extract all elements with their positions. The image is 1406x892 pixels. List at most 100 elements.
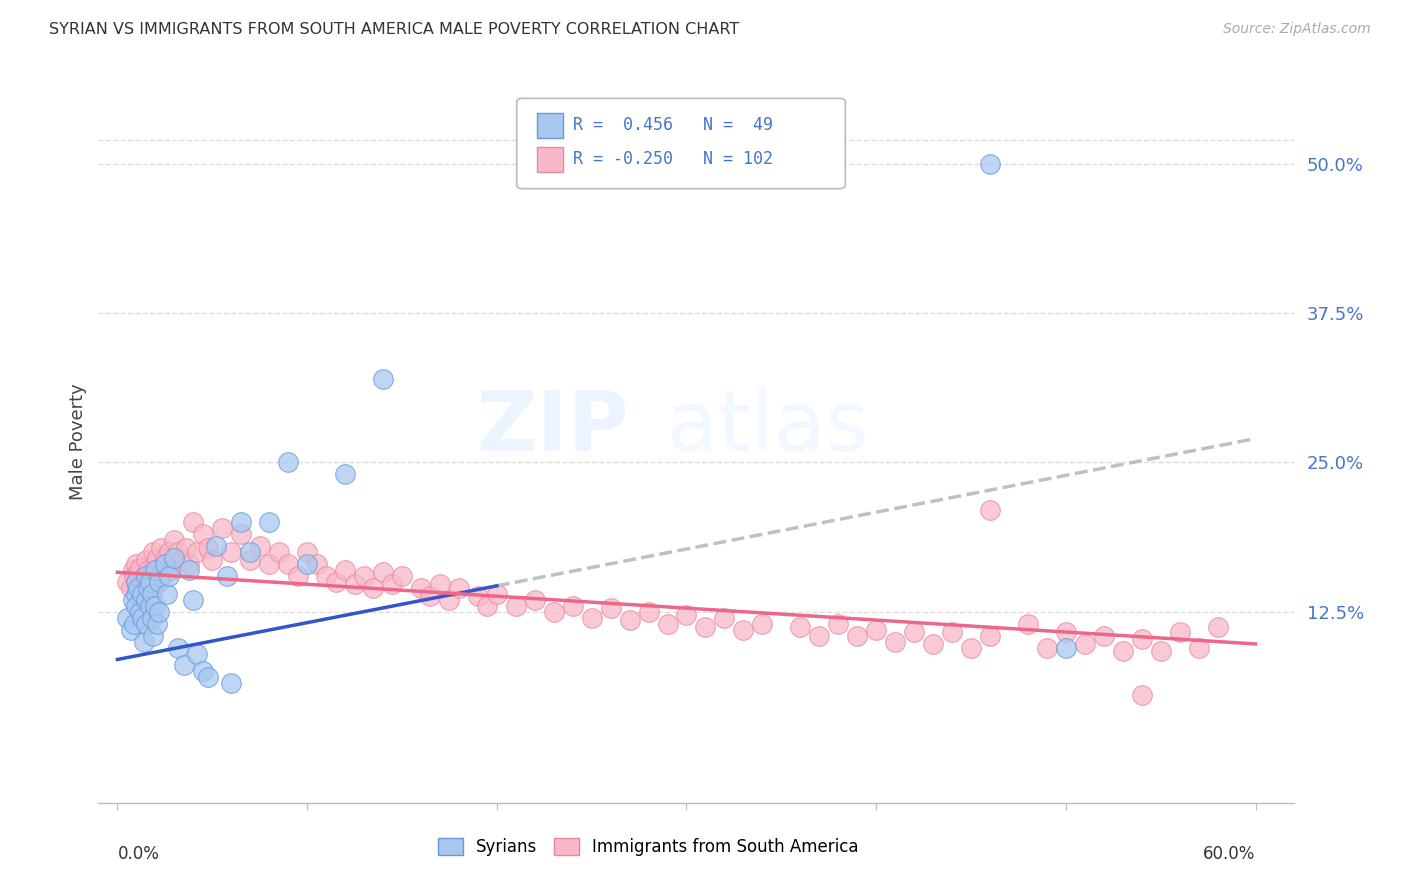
Point [156, 566, 179, 580]
Point [159, 563, 181, 577]
Point [135, 573, 157, 587]
Point [141, 581, 163, 595]
Text: Source: ZipAtlas.com: Source: ZipAtlas.com [1223, 22, 1371, 37]
Point [179, 563, 201, 577]
Point [124, 616, 146, 631]
Point [429, 577, 451, 591]
Point [181, 592, 204, 607]
Point [163, 533, 186, 547]
Point [125, 574, 148, 589]
Point [153, 557, 176, 571]
Point [1036, 640, 1059, 655]
Point [201, 553, 224, 567]
Point [121, 563, 143, 577]
Point [174, 541, 197, 556]
Point [191, 527, 214, 541]
Text: ZIP: ZIP [477, 386, 628, 467]
Point [129, 560, 152, 574]
Point [136, 581, 159, 595]
Point [865, 623, 887, 637]
Point [131, 581, 153, 595]
Point [903, 625, 925, 640]
Point [135, 592, 157, 607]
Point [146, 551, 169, 566]
Point [695, 620, 717, 634]
Point [125, 557, 148, 571]
Point [922, 637, 945, 651]
Point [131, 587, 153, 601]
Point [979, 503, 1001, 517]
Point [1168, 625, 1191, 640]
Point [371, 372, 394, 386]
Point [363, 581, 385, 595]
Point [142, 545, 165, 559]
Point [197, 670, 219, 684]
Point [287, 569, 309, 583]
Point [167, 545, 190, 559]
Point [157, 569, 180, 583]
Point [120, 581, 142, 595]
Point [505, 599, 527, 613]
Point [239, 553, 262, 567]
Point [153, 551, 176, 566]
Point [143, 577, 166, 591]
FancyBboxPatch shape [517, 98, 845, 189]
Point [141, 587, 163, 601]
Point [135, 569, 157, 583]
Point [789, 620, 811, 634]
Point [295, 545, 318, 559]
Point [179, 557, 201, 571]
Point [121, 592, 143, 607]
Point [1092, 629, 1115, 643]
Point [846, 629, 869, 643]
Point [138, 599, 160, 613]
Point [239, 545, 262, 559]
Y-axis label: Male Poverty: Male Poverty [69, 384, 87, 500]
Point [148, 605, 170, 619]
Point [143, 557, 166, 571]
Point [1130, 632, 1153, 647]
Point [267, 545, 290, 559]
Point [619, 613, 641, 627]
Point [125, 574, 148, 589]
Point [131, 610, 153, 624]
Point [186, 545, 208, 559]
Text: 60.0%: 60.0% [1204, 845, 1256, 863]
Point [229, 527, 252, 541]
Point [277, 557, 299, 571]
Point [960, 640, 983, 655]
Point [1150, 644, 1173, 658]
Text: 0.0%: 0.0% [117, 845, 159, 863]
Point [127, 566, 149, 580]
Point [148, 569, 170, 583]
Point [197, 541, 219, 556]
Point [146, 616, 169, 631]
Point [713, 610, 735, 624]
Point [675, 608, 697, 623]
Point [138, 569, 160, 583]
Point [979, 157, 1001, 171]
Point [152, 557, 174, 571]
Point [115, 574, 138, 589]
Point [143, 563, 166, 577]
Point [1074, 637, 1097, 651]
Point [217, 569, 239, 583]
Point [523, 592, 546, 607]
Point [409, 581, 432, 595]
Point [325, 574, 347, 589]
Point [1054, 625, 1077, 640]
Point [211, 521, 233, 535]
Point [381, 577, 404, 591]
Point [543, 605, 565, 619]
Point [485, 587, 508, 601]
Point [467, 589, 489, 603]
Point [305, 557, 328, 571]
Point [637, 605, 659, 619]
Text: atlas: atlas [666, 386, 869, 467]
Point [181, 515, 204, 529]
Point [581, 610, 603, 624]
Point [447, 581, 470, 595]
Point [561, 599, 583, 613]
Point [150, 541, 173, 556]
Legend: Syrians, Immigrants from South America: Syrians, Immigrants from South America [432, 831, 865, 863]
